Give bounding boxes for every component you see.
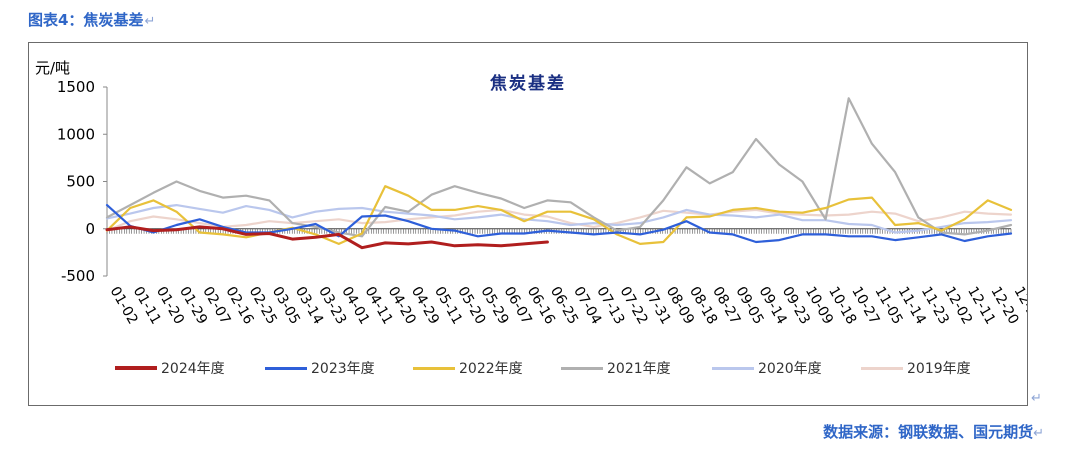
y-axis-unit-label: 元/吨: [35, 59, 71, 77]
legend-label: 2023年度: [311, 361, 375, 377]
paragraph-mark-icon: ↵: [144, 14, 156, 29]
legend-item: 2023年度: [265, 357, 375, 379]
chart-frame: 元/吨 焦炭基差 -500 0 500 1000 1500 01-02 01-11 01-20…: [28, 42, 1028, 406]
legend-swatch: [115, 366, 157, 370]
y-tick-label: 1500: [57, 78, 95, 96]
legend-swatch: [265, 366, 307, 370]
line-chart: -50005001000150001-0201-1101-2001-2902-0…: [57, 78, 1027, 327]
series-line-2019年度: [105, 208, 1013, 232]
series-line-2020年度: [105, 204, 1013, 234]
legend-item: 2020年度: [712, 357, 822, 379]
legend-item: 2019年度: [861, 357, 971, 379]
paragraph-mark-icon: ↵: [1031, 391, 1042, 406]
series-line-2021年度: [105, 97, 1013, 238]
legend-item: 2021年度: [561, 357, 671, 379]
y-tick-label: 500: [66, 173, 95, 191]
legend-item: 2024年度: [115, 357, 225, 379]
legend-swatch: [561, 366, 603, 370]
chart-title: 焦炭基差: [490, 74, 566, 94]
source-note: 数据来源：钢联数据、国元期货↵: [823, 423, 1044, 441]
legend-item: 2022年度: [413, 357, 523, 379]
legend-swatch: [413, 366, 455, 370]
y-tick-label: -500: [61, 267, 95, 285]
figure-caption: 图表4：焦炭基差↵: [28, 11, 156, 29]
legend-swatch: [712, 366, 754, 370]
chart-legend: 2024年度 2023年度 2022年度 2021年度 2020年度 2019年度: [29, 357, 1027, 379]
legend-label: 2020年度: [758, 361, 822, 377]
series-line-2022年度: [105, 185, 1013, 245]
legend-label: 2021年度: [607, 361, 671, 377]
y-tick-label: 0: [85, 220, 95, 238]
legend-label: 2022年度: [459, 361, 523, 377]
legend-label: 2019年度: [907, 361, 971, 377]
legend-label: 2024年度: [161, 361, 225, 377]
series-line-2024年度: [105, 225, 549, 250]
y-tick-label: 1000: [57, 125, 95, 143]
legend-swatch: [861, 366, 903, 370]
paragraph-mark-icon: ↵: [1033, 426, 1044, 441]
